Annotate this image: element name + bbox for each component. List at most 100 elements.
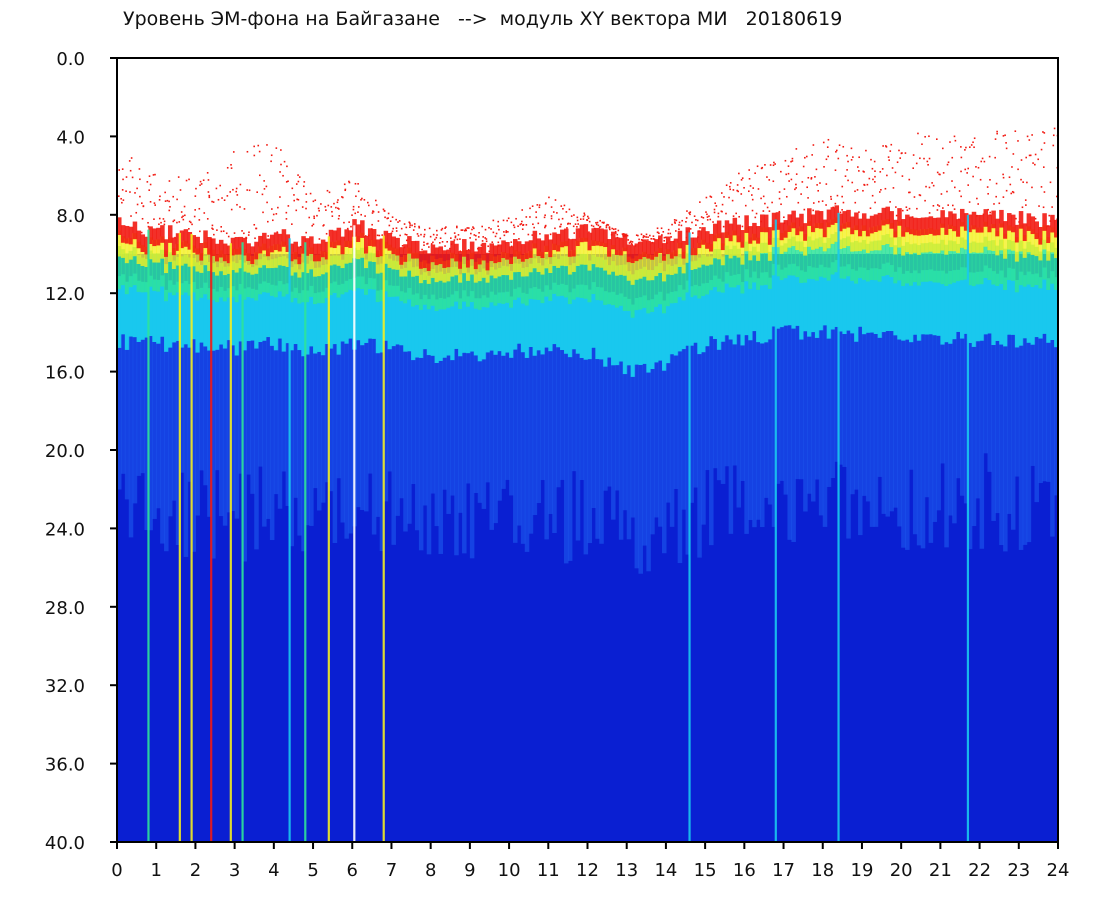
heatmap-column <box>411 223 416 485</box>
heatmap-column <box>783 159 790 495</box>
heatmap-column <box>250 145 256 494</box>
streak-line <box>178 232 181 842</box>
heatmap-column <box>313 199 318 489</box>
x-tick-label: 4 <box>268 860 279 881</box>
heatmap-column <box>861 149 867 496</box>
heatmap-column <box>548 206 553 514</box>
heatmap-column <box>838 185 844 465</box>
heatmap-column <box>999 135 1005 546</box>
heatmap-column <box>673 219 680 490</box>
heatmap-column <box>1030 134 1036 466</box>
heatmap-column <box>865 158 872 502</box>
x-tick-label: 21 <box>929 860 952 881</box>
heatmap-column <box>262 144 268 527</box>
heatmap-column <box>128 157 134 538</box>
heatmap-column <box>254 144 260 550</box>
streak-line <box>229 243 232 842</box>
heatmap-column <box>712 202 718 469</box>
heatmap-column <box>320 205 327 503</box>
streak-line <box>241 242 244 842</box>
heatmap-column <box>736 172 743 508</box>
heatmap-column <box>583 214 589 555</box>
heatmap-column <box>403 226 408 532</box>
heatmap-column <box>509 221 515 496</box>
y-tick-label: 16.0 <box>45 363 85 384</box>
heatmap-column <box>752 172 758 528</box>
heatmap-column <box>724 184 731 467</box>
heatmap-column <box>979 157 985 549</box>
heatmap-column <box>826 138 833 487</box>
heatmap-column <box>167 180 175 517</box>
heatmap-column <box>438 227 444 554</box>
heatmap-column <box>414 225 421 531</box>
heatmap-column <box>218 197 225 517</box>
heatmap-column <box>763 164 769 498</box>
heatmap-column <box>626 239 632 540</box>
heatmap-column <box>873 160 879 527</box>
heatmap-column <box>477 225 484 503</box>
heatmap-column <box>269 154 275 541</box>
heatmap-column <box>603 223 610 491</box>
streak-line <box>190 234 193 842</box>
heatmap-column <box>877 168 884 477</box>
streak-line <box>327 236 330 842</box>
heatmap-column <box>563 211 570 564</box>
heatmap-column <box>207 194 214 517</box>
heatmap-column <box>658 227 665 527</box>
heatmap-column <box>901 152 908 548</box>
y-tick-label: 28.0 <box>45 598 85 619</box>
heatmap-column <box>462 227 469 554</box>
heatmap-column <box>689 215 696 503</box>
x-tick-label: 7 <box>386 860 397 881</box>
heatmap-column <box>709 195 714 546</box>
heatmap-column <box>222 166 229 526</box>
x-tick-label: 14 <box>654 860 677 881</box>
heatmap-column <box>956 156 963 479</box>
heatmap-column <box>842 145 848 467</box>
x-tick-label: 20 <box>890 860 913 881</box>
heatmap-column <box>646 234 653 572</box>
y-tick-label: 8.0 <box>56 206 85 227</box>
heatmap-column <box>407 221 412 524</box>
x-tick-label: 11 <box>537 860 560 881</box>
heatmap-column <box>720 192 726 484</box>
x-tick-label: 6 <box>347 860 358 881</box>
streak-line <box>382 235 385 842</box>
heatmap-column <box>810 144 816 502</box>
heatmap-column <box>383 212 390 502</box>
y-tick-label: 36.0 <box>45 755 85 776</box>
heatmap-column <box>156 195 161 509</box>
heatmap-column <box>544 196 550 540</box>
x-tick-label: 3 <box>229 860 240 881</box>
heatmap-column <box>469 226 476 559</box>
x-tick-label: 16 <box>733 860 756 881</box>
heatmap-column <box>426 227 432 555</box>
heatmap-column <box>297 176 302 536</box>
heatmap-column <box>199 179 206 471</box>
heatmap-column <box>277 149 283 509</box>
heatmap-column <box>767 164 773 505</box>
heatmap-column <box>191 187 197 552</box>
heatmap-column <box>822 146 829 527</box>
heatmap-column <box>532 204 539 516</box>
heatmap-column <box>807 154 813 494</box>
heatmap-column <box>995 130 1001 514</box>
heatmap-column <box>732 184 739 466</box>
heatmap-column <box>379 208 386 551</box>
heatmap-column <box>987 155 992 472</box>
heatmap-column <box>395 220 401 516</box>
heatmap-column <box>787 160 793 540</box>
heatmap-column <box>716 210 723 481</box>
streak-line <box>353 225 356 842</box>
heatmap-column <box>952 135 957 524</box>
heatmap-column <box>1026 135 1032 543</box>
heatmap-column <box>591 221 598 509</box>
heatmap-column <box>293 174 299 498</box>
y-tick-label: 24.0 <box>45 519 85 540</box>
heatmap-column <box>371 199 378 535</box>
heatmap-column <box>356 183 361 508</box>
x-tick-label: 9 <box>464 860 475 881</box>
heatmap-column <box>834 144 841 462</box>
heatmap-column <box>120 168 126 474</box>
heatmap-column <box>160 218 166 544</box>
